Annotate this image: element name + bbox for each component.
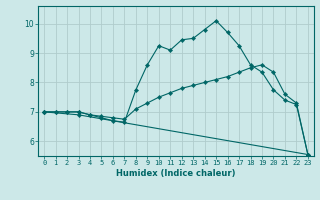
- X-axis label: Humidex (Indice chaleur): Humidex (Indice chaleur): [116, 169, 236, 178]
